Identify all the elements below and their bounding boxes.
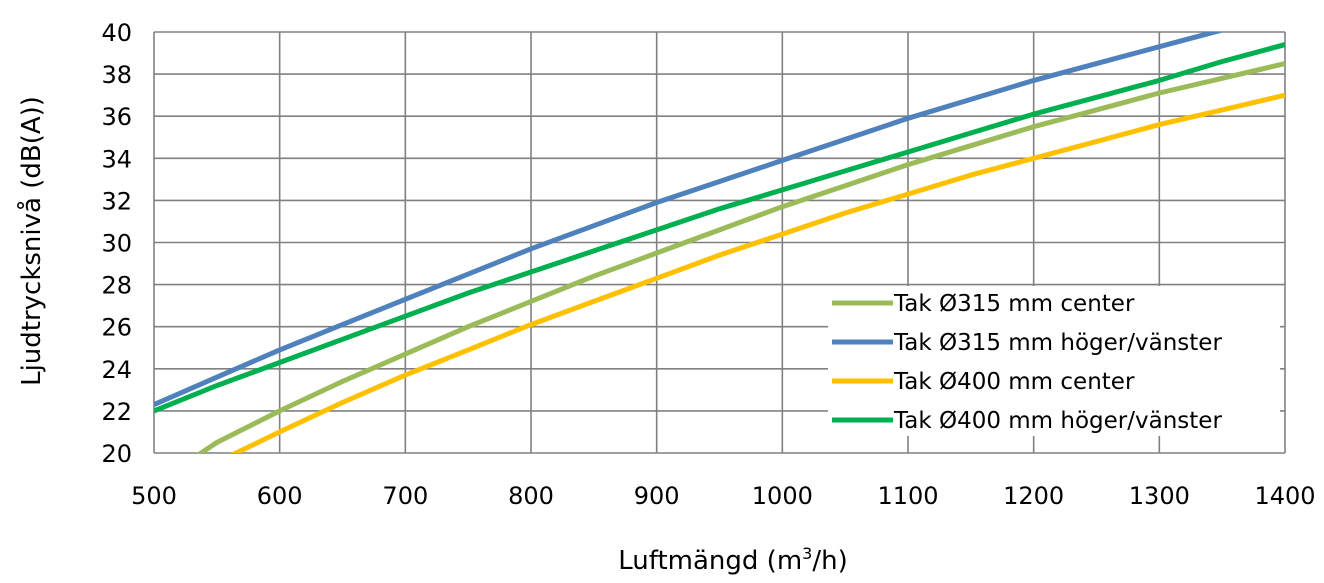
- series-line: [154, 32, 1223, 407]
- x-tick-label: 800: [508, 482, 554, 510]
- y-tick-label: 34: [101, 145, 132, 173]
- x-tick-label: 900: [634, 482, 680, 510]
- y-tick-label: 30: [101, 230, 132, 258]
- legend-entry: Tak Ø315 mm center: [832, 291, 1135, 317]
- legend-label: Tak Ø400 mm center: [893, 369, 1135, 395]
- y-tick-label: 40: [101, 19, 132, 47]
- y-tick-label: 26: [101, 314, 132, 342]
- legend-entry: Tak Ø400 mm center: [832, 369, 1135, 395]
- x-tick-label: 1200: [1003, 482, 1064, 510]
- series-line: [230, 92, 1285, 453]
- legend-box: [828, 286, 1280, 436]
- y-axis-tick-labels: 20 22 24 26 28 30 32 34 36 38 40: [101, 19, 132, 468]
- y-tick-label: 28: [101, 272, 132, 300]
- y-tick-label: 24: [101, 356, 132, 384]
- x-axis-title-end: /h): [812, 546, 847, 576]
- x-tick-label: 700: [382, 482, 428, 510]
- x-axis-title-main: Luftmängd (m: [618, 546, 802, 576]
- x-axis-tick-labels: 500 600 700 800 900 1000 1100 1200 1300 1400: [131, 482, 1315, 510]
- y-axis-title: Ljudtrycksnivå (dB(A)): [16, 96, 47, 386]
- legend-label: Tak Ø400 mm höger/vänster: [893, 408, 1222, 434]
- y-tick-label: 38: [101, 61, 132, 89]
- y-tick-label: 22: [101, 398, 132, 426]
- legend-label: Tak Ø315 mm höger/vänster: [893, 330, 1222, 356]
- x-tick-label: 1000: [752, 482, 813, 510]
- series-line: [154, 42, 1285, 414]
- x-axis-title-superscript: 3: [802, 544, 812, 563]
- legend: Tak Ø315 mm center Tak Ø315 mm höger/vän…: [828, 286, 1280, 436]
- y-tick-label: 20: [101, 440, 132, 468]
- x-tick-label: 1100: [877, 482, 938, 510]
- x-tick-label: 600: [257, 482, 303, 510]
- legend-entry: Tak Ø315 mm höger/vänster: [832, 330, 1222, 356]
- legend-entry: Tak Ø400 mm höger/vänster: [832, 408, 1222, 434]
- x-tick-label: 1300: [1129, 482, 1190, 510]
- y-tick-label: 32: [101, 187, 132, 215]
- series-line: [196, 61, 1285, 453]
- series-lines: [154, 32, 1285, 453]
- x-axis-title: Luftmängd (m3/h): [618, 544, 847, 576]
- y-tick-label: 36: [101, 103, 132, 131]
- x-tick-label: 500: [131, 482, 177, 510]
- series-group: [154, 32, 1285, 453]
- x-tick-label: 1400: [1254, 482, 1315, 510]
- legend-label: Tak Ø315 mm center: [893, 291, 1135, 317]
